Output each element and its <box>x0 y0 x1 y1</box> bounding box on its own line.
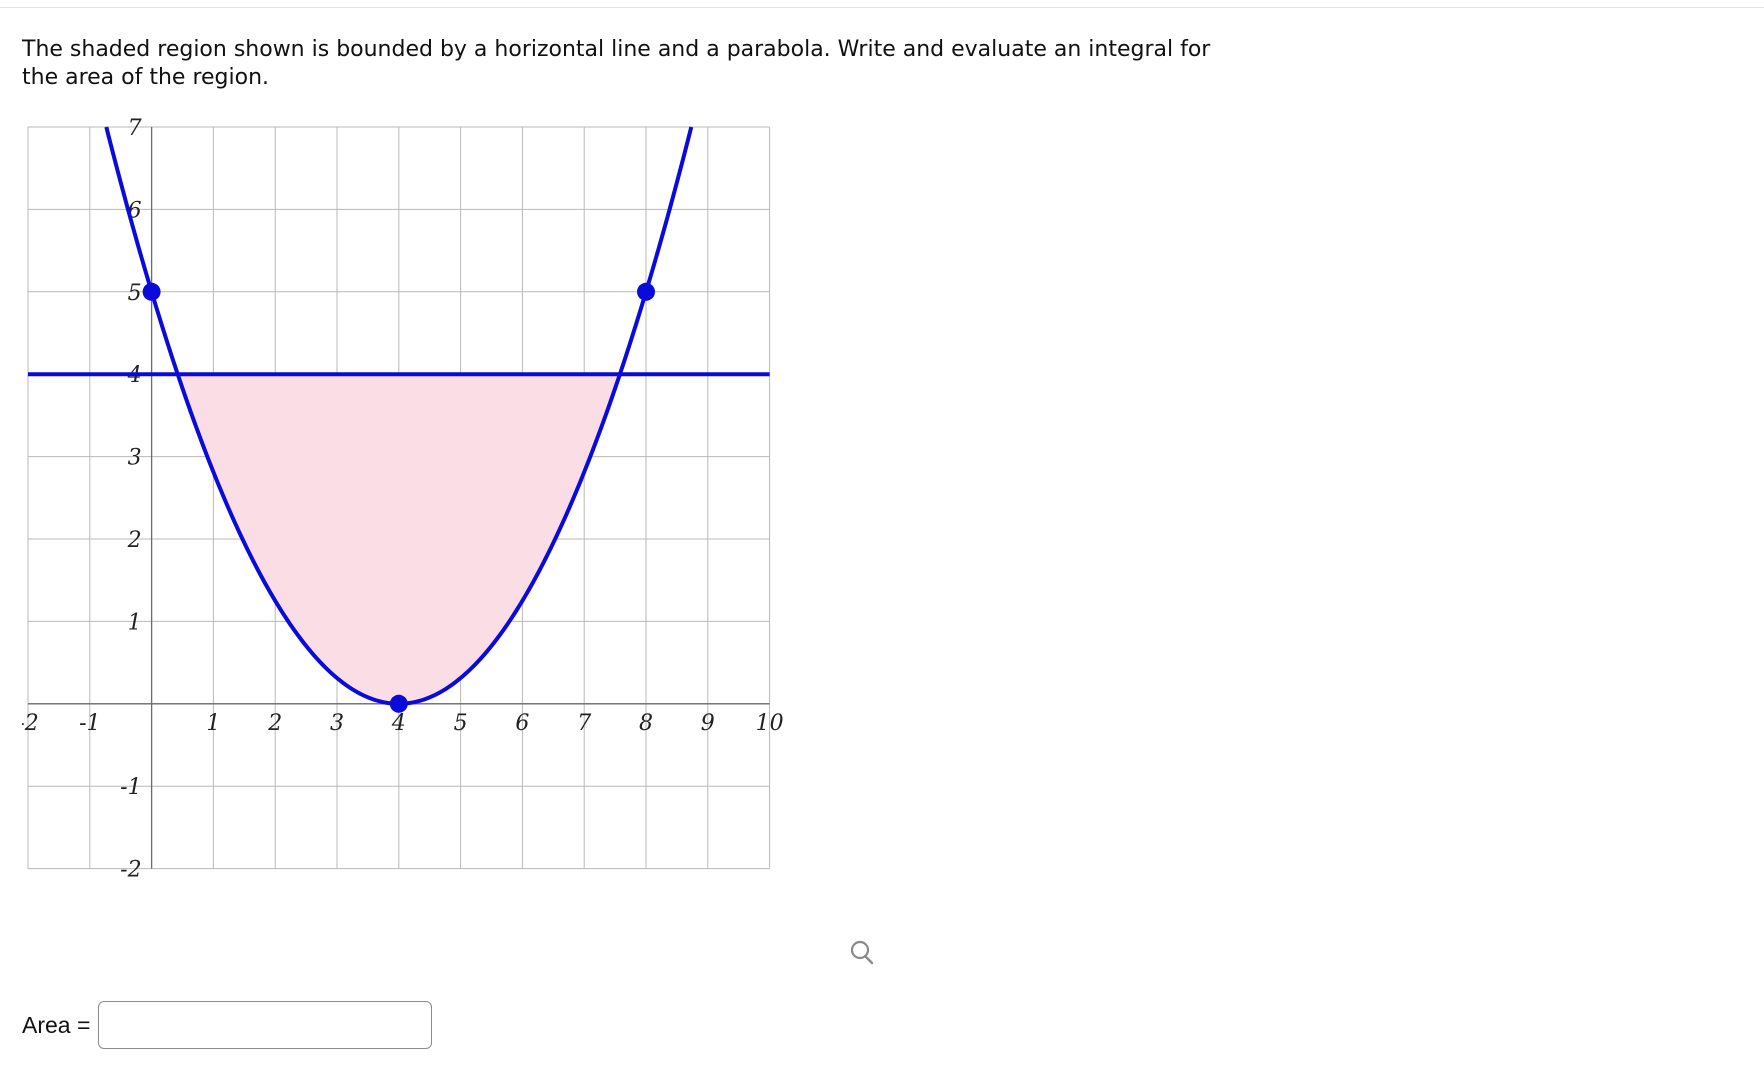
x-tick-label: 9 <box>701 711 715 736</box>
top-divider <box>0 7 1764 8</box>
y-tick-label: 1 <box>128 610 142 635</box>
x-tick-label: 6 <box>515 711 529 736</box>
x-tick-label: 1 <box>206 711 220 736</box>
marked-points <box>142 282 655 713</box>
x-tick-label: -2 <box>22 711 39 736</box>
curve-point <box>637 282 655 301</box>
area-label: Area = <box>22 1011 91 1038</box>
x-tick-label: 8 <box>639 711 653 736</box>
y-tick-label: -1 <box>120 775 141 800</box>
y-tick-label: 3 <box>128 446 142 471</box>
x-tick-label: 7 <box>577 711 591 736</box>
x-tick-label: 4 <box>391 711 406 736</box>
question-prompt: The shaded region shown is bounded by a … <box>22 37 1211 90</box>
x-tick-label: 2 <box>267 711 282 736</box>
answer-row: Area = <box>22 1000 433 1050</box>
x-tick-label: 5 <box>454 711 468 736</box>
x-tick-label: -1 <box>79 711 100 736</box>
y-tick-label: 7 <box>128 117 142 141</box>
x-tick-label: 10 <box>756 711 784 736</box>
area-input[interactable] <box>98 1001 433 1049</box>
shaded-region <box>177 374 620 704</box>
y-tick-label: -2 <box>120 858 141 883</box>
curve-point <box>142 282 161 301</box>
x-tick-label: 3 <box>330 711 344 736</box>
magnifier-icon[interactable] <box>850 940 874 965</box>
y-tick-label: 2 <box>127 528 142 553</box>
y-tick-label: 5 <box>128 281 142 306</box>
curve-point <box>389 694 408 713</box>
